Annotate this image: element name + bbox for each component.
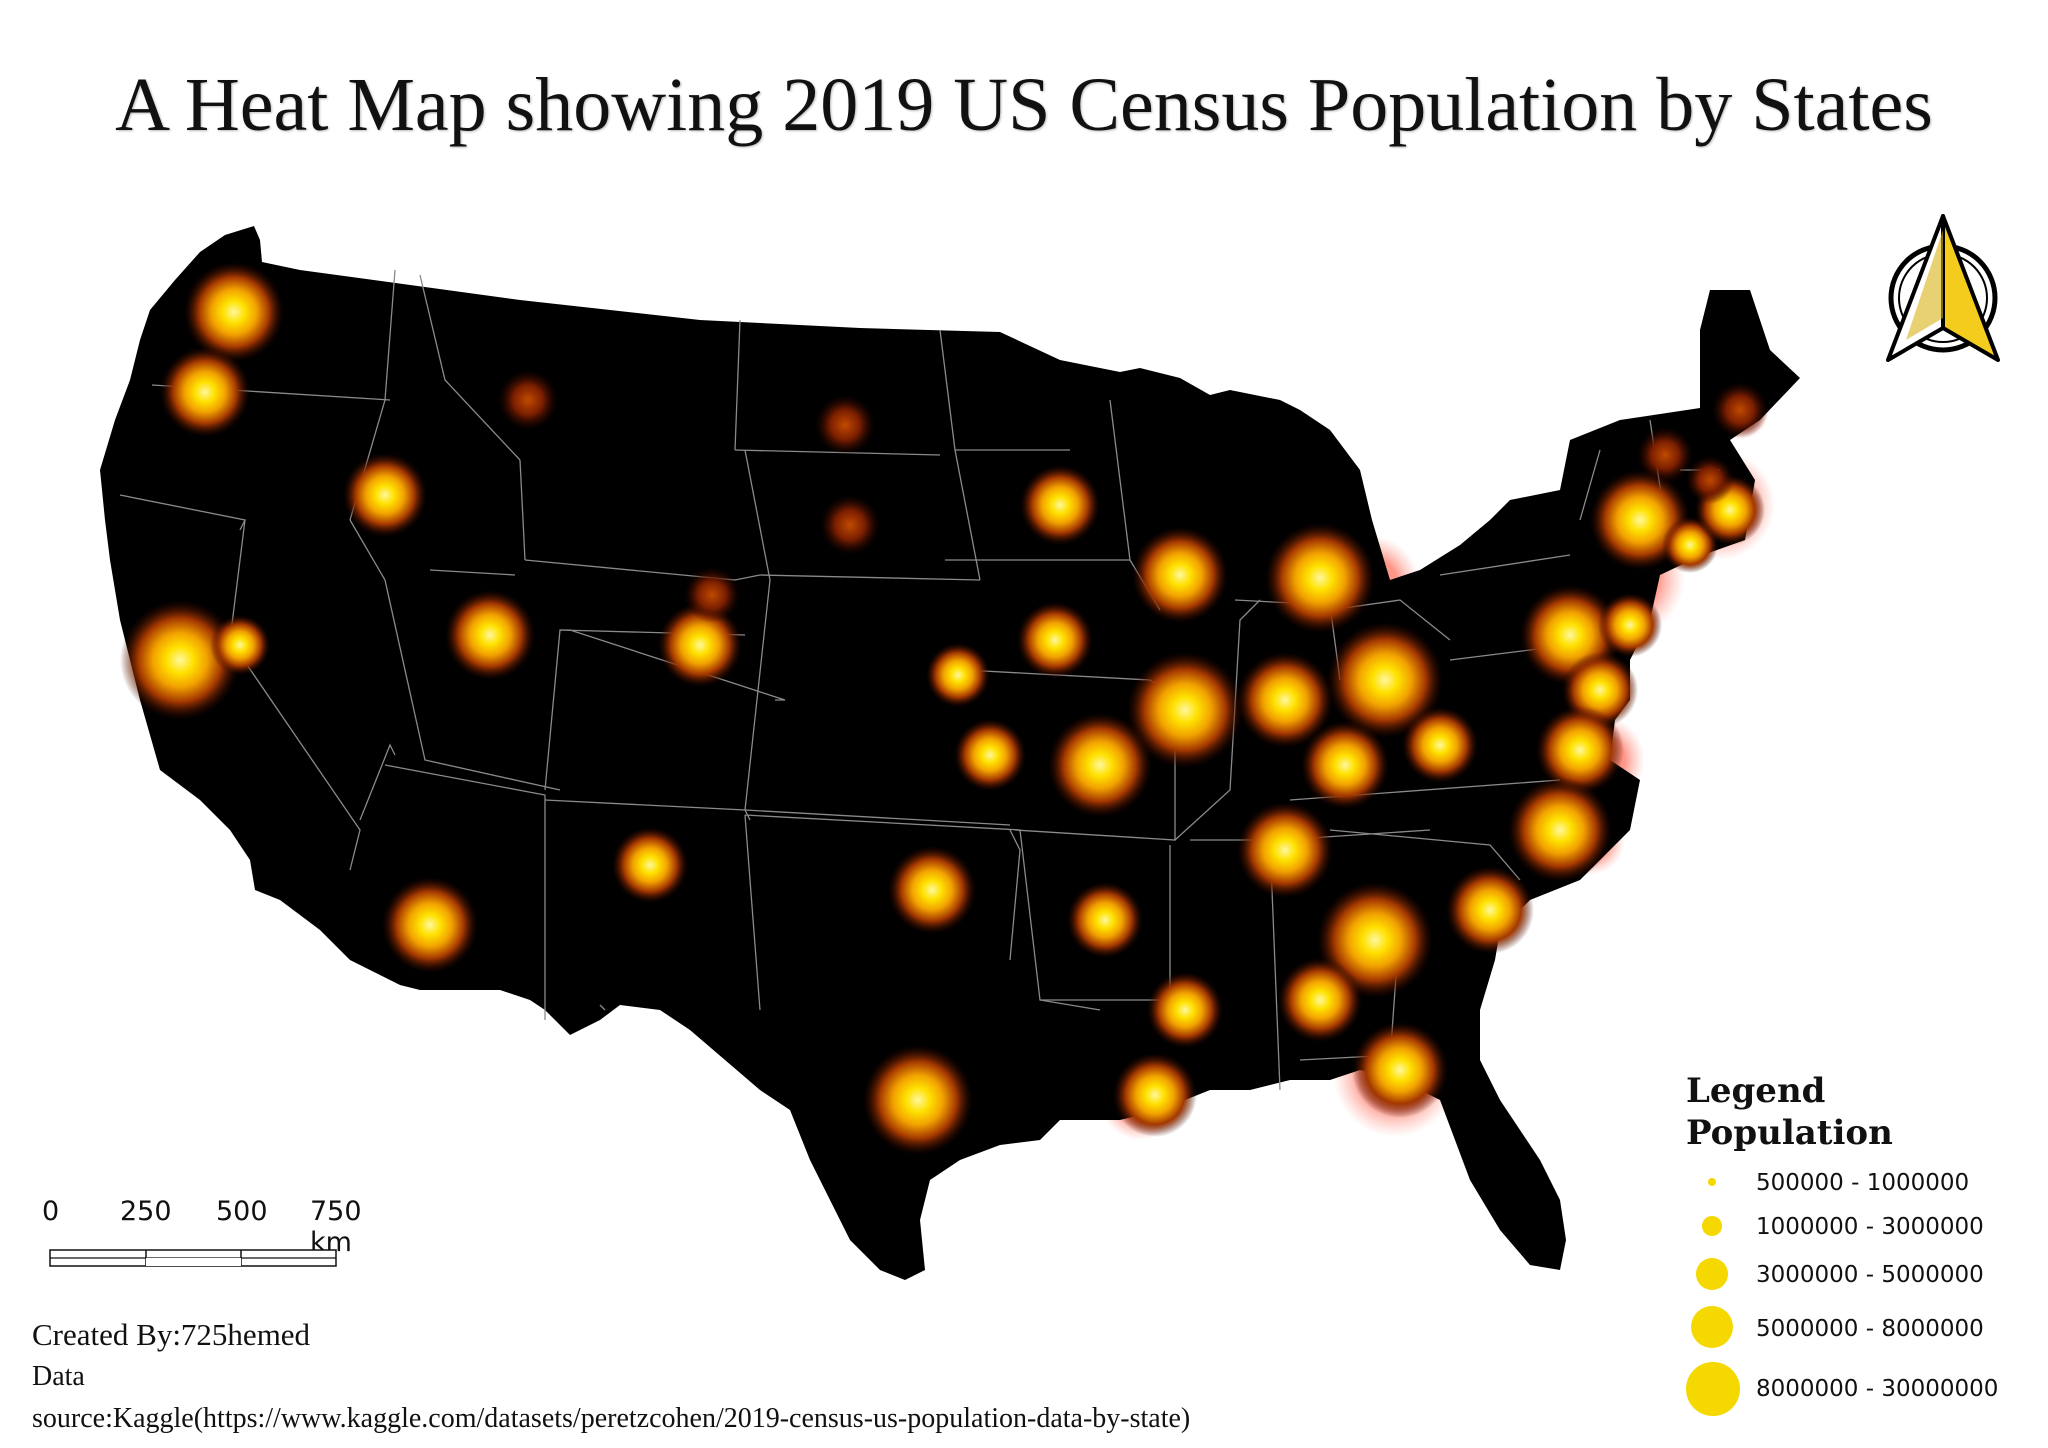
heat-spot — [1067, 882, 1143, 958]
heat-spot — [1127, 652, 1243, 768]
legend-dot — [1708, 1178, 1716, 1186]
heat-spot — [1237, 652, 1333, 748]
heat-spot — [1327, 622, 1443, 738]
legend-dot — [1702, 1216, 1722, 1236]
legend-dot — [1696, 1258, 1728, 1290]
heat-spot — [1446, 866, 1534, 954]
legend-row: 3000000 - 5000000 — [1686, 1256, 2026, 1306]
us-landmass — [100, 226, 1800, 1280]
legend-dot — [1691, 1306, 1733, 1348]
heat-spot — [498, 370, 558, 430]
scale-bar-graphic — [49, 1249, 337, 1267]
heat-spot — [820, 495, 880, 555]
heat-spot — [160, 347, 250, 437]
heat-spot — [343, 453, 427, 537]
heat-spot — [926, 643, 990, 707]
heat-spot — [612, 827, 688, 903]
heat-spot — [1048, 713, 1152, 817]
scale-label-250: 250 — [120, 1196, 172, 1227]
legend-label: 8000000 - 30000000 — [1756, 1376, 1999, 1402]
heat-spot — [684, 567, 740, 623]
created-by: Created By:725hemed — [32, 1317, 311, 1352]
heat-spot — [1237, 802, 1333, 898]
legend-row: 5000000 - 8000000 — [1686, 1304, 2026, 1354]
scale-bar: 0 250 500 750 km — [36, 1196, 376, 1276]
heat-spot — [1113, 1053, 1197, 1137]
heat-spot — [1017, 602, 1093, 678]
heat-spot — [445, 590, 535, 680]
heat-spot — [1352, 1022, 1448, 1118]
heat-layer — [120, 262, 1768, 1155]
scale-label-500: 500 — [216, 1196, 268, 1227]
legend-row: 500000 - 1000000 — [1686, 1170, 2026, 1220]
legend-dot — [1686, 1362, 1740, 1416]
heat-spot — [382, 877, 478, 973]
heat-spot — [1686, 456, 1734, 504]
heat-spot — [1536, 706, 1624, 794]
heat-spot — [1637, 427, 1693, 483]
legend-title: Legend — [1686, 1071, 1826, 1111]
heat-spot — [863, 1045, 973, 1155]
heat-spot — [1301, 721, 1389, 809]
heat-spot — [1265, 523, 1375, 633]
data-source: source:Kaggle(https://www.kaggle.com/dat… — [32, 1403, 1191, 1434]
heat-spot — [1147, 972, 1223, 1048]
heat-spot — [1402, 707, 1478, 783]
data-label: Data — [32, 1361, 85, 1392]
legend: Legend Population 500000 - 1000000 10000… — [1686, 1070, 2026, 1430]
scale-label-0: 0 — [42, 1196, 60, 1227]
heat-spot — [658, 603, 742, 687]
legend-label: 3000000 - 5000000 — [1756, 1262, 1984, 1288]
heat-spot — [1712, 382, 1768, 438]
page-title: A Heat Map showing 2019 US Census Popula… — [115, 63, 1933, 147]
heat-spot — [184, 262, 284, 362]
credits: Created By:725hemed Data source:Kaggle(h… — [32, 1314, 1190, 1440]
legend-label: 1000000 - 3000000 — [1756, 1214, 1984, 1240]
heat-spot — [120, 600, 240, 720]
heat-spot — [1598, 593, 1662, 657]
heat-spot — [1132, 527, 1228, 623]
legend-row: 8000000 - 30000000 — [1686, 1362, 2026, 1416]
heat-spot — [888, 846, 976, 934]
legend-subtitle: Population — [1686, 1113, 1893, 1153]
north-arrow-icon — [1886, 214, 2000, 362]
heat-spot — [1508, 778, 1612, 882]
heat-spot — [1278, 958, 1362, 1042]
heat-spot — [1020, 465, 1100, 545]
legend-row: 1000000 - 3000000 — [1686, 1212, 2026, 1262]
heat-spot — [954, 719, 1026, 791]
heat-spot — [210, 615, 270, 675]
heat-spot — [815, 395, 875, 455]
legend-label: 500000 - 1000000 — [1756, 1170, 1970, 1196]
legend-label: 5000000 - 8000000 — [1756, 1316, 1984, 1342]
